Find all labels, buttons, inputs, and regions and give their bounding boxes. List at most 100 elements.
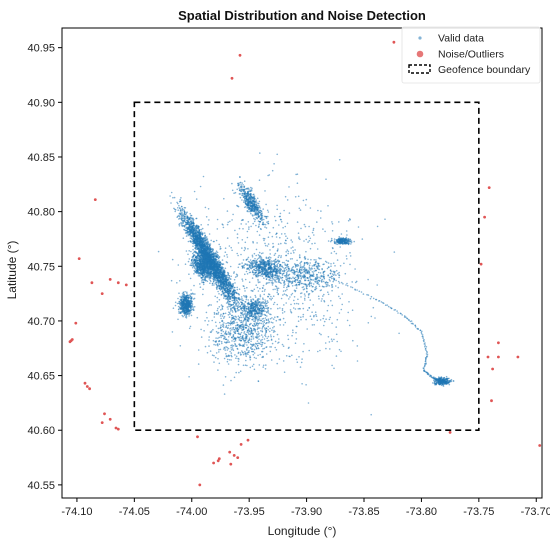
valid-point [216,288,218,291]
valid-point [191,263,194,265]
valid-point [222,286,225,289]
valid-point [227,300,229,302]
valid-point [198,236,201,239]
valid-point [332,274,335,277]
valid-point [270,271,272,274]
valid-point [230,292,233,295]
valid-point [197,254,200,256]
valid-point [208,272,210,275]
valid-point [186,306,188,308]
valid-point [275,271,277,273]
valid-point [192,230,194,233]
valid-point [200,248,202,250]
valid-point [228,295,231,297]
valid-point [177,215,179,218]
valid-point [209,243,212,245]
valid-point [262,266,265,268]
valid-point [310,284,313,287]
valid-point [283,286,285,289]
valid-point [190,230,192,232]
valid-point [254,206,256,208]
valid-point [199,260,201,262]
valid-point [243,180,246,182]
valid-point [177,207,179,209]
valid-point [198,255,200,257]
valid-point [200,259,202,261]
valid-point [226,291,229,293]
valid-point [202,278,204,281]
valid-point [208,253,211,255]
valid-point [277,256,280,259]
valid-point [206,250,209,253]
valid-point [210,280,212,283]
valid-point [212,272,214,274]
valid-point [182,315,184,318]
valid-point [245,193,248,195]
valid-point [174,209,177,211]
valid-point [274,274,277,277]
valid-point [190,311,192,314]
valid-point [250,202,252,205]
valid-point [189,231,191,234]
valid-point [210,239,212,242]
valid-point [251,207,254,210]
valid-point [223,270,226,272]
valid-point [248,208,250,211]
valid-point [257,214,260,217]
valid-point [210,252,213,255]
valid-point [212,281,215,283]
valid-point [202,252,204,255]
valid-point [191,238,193,240]
valid-point [251,209,254,211]
valid-point [209,259,212,261]
valid-point [274,276,276,279]
valid-point [260,228,262,231]
valid-point [212,262,214,265]
valid-point [197,272,200,275]
valid-point [186,292,188,295]
valid-point [206,280,209,283]
valid-point [192,232,194,235]
valid-point [263,218,265,221]
valid-point [190,250,192,253]
valid-point [196,244,198,247]
valid-point [227,301,229,304]
valid-point [320,275,322,278]
valid-point [220,270,223,272]
valid-point [244,202,247,205]
valid-point [294,266,297,268]
valid-point [169,195,171,197]
valid-point [337,272,339,275]
valid-point [346,282,348,285]
valid-point [191,293,193,295]
valid-point [257,265,260,268]
valid-point [252,205,254,207]
valid-point [183,304,185,306]
valid-point [219,263,222,266]
valid-point [192,219,194,222]
valid-point [260,252,263,255]
valid-point [181,211,183,214]
valid-point [188,233,190,235]
valid-point [243,201,245,203]
valid-point [283,261,285,264]
valid-point [277,262,280,265]
valid-point [225,302,228,304]
valid-point [199,266,201,269]
valid-point [236,307,239,310]
valid-point [280,256,282,259]
valid-point [216,256,218,259]
valid-point [204,255,206,257]
valid-point [235,297,237,300]
valid-point [173,207,175,210]
valid-point [211,282,214,285]
valid-point [250,265,252,268]
valid-point [197,228,200,230]
valid-point [219,278,222,281]
valid-point [187,309,190,311]
valid-point [188,221,190,224]
valid-point [184,290,186,293]
valid-point [189,309,192,311]
valid-point [227,298,229,301]
valid-point [232,282,235,285]
